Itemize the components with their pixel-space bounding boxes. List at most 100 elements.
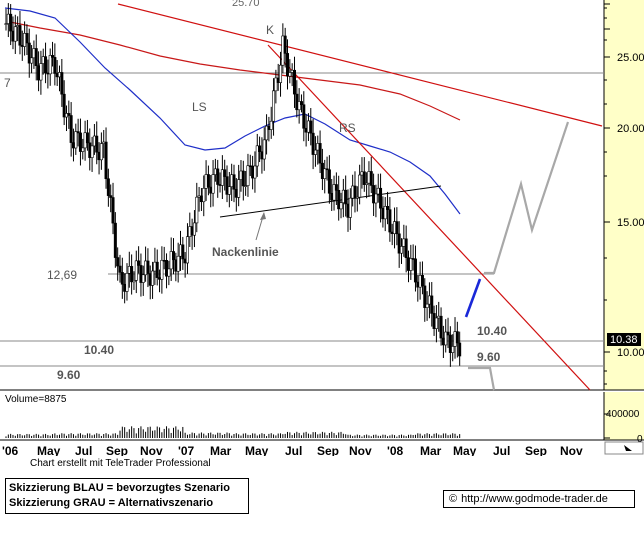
candle-body — [374, 193, 378, 204]
candle-body — [134, 260, 138, 281]
candle-body — [265, 125, 269, 141]
candle-body — [104, 141, 108, 180]
candle-body — [169, 251, 173, 270]
scenario-blue-line — [464, 278, 482, 318]
last-price-label: 10.38 — [610, 334, 638, 346]
x-tick-label: Jul — [493, 444, 510, 456]
candle-body — [434, 317, 438, 329]
candle-body — [113, 222, 117, 258]
candle-body — [78, 132, 82, 152]
legend-blue: Skizzierung BLAU = bevorzugtes Szenario — [9, 482, 230, 494]
candle-body — [439, 315, 443, 339]
candle-body — [60, 72, 64, 95]
candle-body — [283, 35, 287, 54]
candle-body — [369, 171, 373, 186]
candle-body — [332, 184, 336, 201]
candle-body — [448, 334, 452, 353]
x-tick-label: May — [245, 444, 269, 456]
y-tick-label: 15.00 — [617, 217, 644, 229]
candle-body — [167, 268, 171, 277]
candle-body — [262, 139, 266, 160]
x-tick-label: May — [37, 444, 61, 456]
legend-grey: Skizzierung GRAU = Alternativszenario — [9, 497, 214, 509]
candle-body — [116, 257, 120, 267]
candle-body — [386, 206, 390, 210]
candle-body — [81, 147, 85, 152]
candle-body — [337, 190, 341, 210]
neckline-arrow-icon — [260, 212, 266, 220]
x-tick-label: Sep — [106, 444, 128, 456]
candle-body — [383, 206, 387, 220]
candle-body — [292, 69, 296, 95]
y-tick-label: 20.00 — [617, 123, 644, 135]
chart-credit: Chart erstellt mit TeleTrader Profession… — [30, 458, 211, 469]
candle-body — [365, 182, 369, 185]
neckline-label: Nackenlinie — [212, 245, 279, 259]
x-tick-label: Nov — [560, 444, 583, 456]
label-head: K — [266, 23, 274, 37]
left-partial-label: 7 — [4, 76, 11, 90]
candle-body — [299, 101, 303, 106]
candle-body — [67, 113, 71, 116]
candle-body — [223, 169, 227, 177]
scroll-indicator[interactable] — [604, 441, 644, 455]
candle-body — [302, 104, 306, 129]
candle-body — [451, 346, 455, 353]
candle-body — [430, 295, 434, 314]
candle-body — [9, 13, 13, 32]
candle-body — [413, 258, 417, 283]
x-tick-label: '08 — [387, 444, 404, 456]
candle-body — [30, 57, 34, 64]
candle-body — [358, 174, 362, 198]
neckline — [219, 185, 442, 218]
x-tick-label: Mar — [420, 444, 442, 456]
candle-body — [137, 260, 141, 266]
scenario-legend: Skizzierung BLAU = bevorzugtes Szenario … — [5, 478, 249, 514]
candle-body — [95, 135, 99, 153]
candle-body — [192, 222, 196, 236]
candle-body — [146, 260, 150, 274]
candle-body — [246, 165, 250, 186]
candle-body — [106, 178, 110, 196]
candle-body — [132, 280, 136, 283]
candle-body — [206, 174, 210, 188]
candle-body — [130, 266, 134, 283]
candle-body — [423, 285, 427, 308]
candle-body — [309, 120, 313, 134]
candle-body — [425, 303, 429, 308]
scenario-grey-line-down — [468, 366, 496, 391]
candle-body — [225, 176, 229, 195]
candle-body — [311, 132, 315, 155]
candle-body — [4, 23, 8, 25]
short-downtrend-line — [267, 44, 591, 391]
candle-body — [76, 131, 80, 134]
volume-tick-label: 400000 — [606, 409, 640, 420]
candle-body — [237, 179, 241, 198]
candle-body — [339, 202, 343, 210]
x-tick-label: Jul — [285, 444, 302, 456]
level-label-1040-left: 10.40 — [84, 343, 114, 357]
level-label-960-right: 9.60 — [477, 350, 501, 364]
short-moving-average — [4, 7, 461, 215]
candle-body — [227, 186, 231, 195]
candle-body — [181, 244, 185, 260]
price-panel — [0, 0, 604, 390]
candle-body — [318, 143, 322, 164]
candle-body — [323, 168, 327, 179]
level-label-1269: 12,69 — [47, 268, 77, 282]
scenario-grey-line — [484, 121, 570, 275]
last-price-tag — [607, 333, 641, 346]
candle-body — [279, 64, 283, 83]
candle-body — [379, 187, 383, 209]
price-chart: 25.00 20.00 15.00 10.00 10.38 400000 0 V… — [0, 0, 644, 456]
candle-body — [141, 274, 145, 283]
footer-link[interactable]: © http://www.godmode-trader.de — [443, 490, 635, 508]
scroll-arrow-icon — [624, 445, 632, 451]
candle-body — [286, 53, 290, 77]
footer-url-text[interactable]: http://www.godmode-trader.de — [461, 493, 608, 505]
candle-body — [13, 26, 17, 42]
candle-body — [334, 184, 338, 191]
candle-body — [255, 145, 259, 167]
candle-body — [446, 331, 450, 336]
candle-body — [99, 143, 103, 161]
